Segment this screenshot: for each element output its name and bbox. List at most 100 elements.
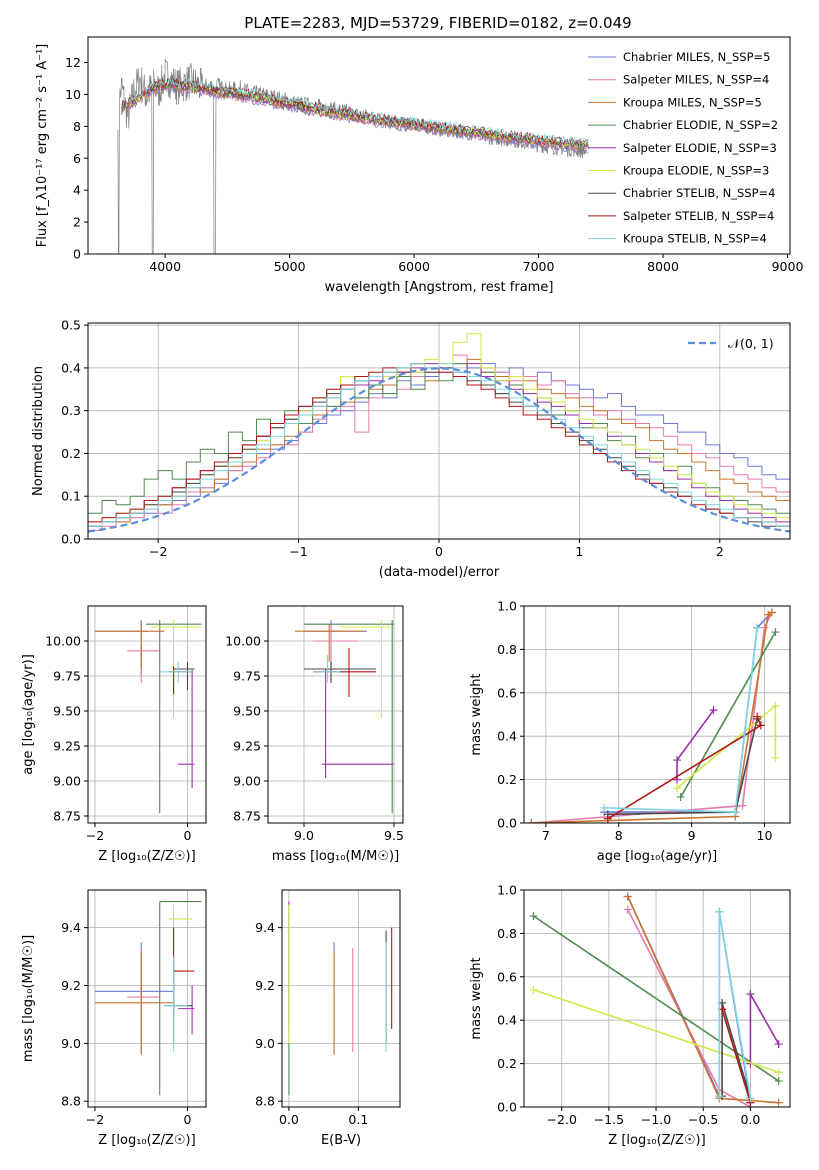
weight-marker <box>746 1094 755 1103</box>
y-tick-label: 0.2 <box>497 772 517 787</box>
y-axis-label: mass weight <box>469 957 484 1039</box>
y-tick-label: 9.2 <box>255 978 275 993</box>
plot-area <box>288 901 393 1096</box>
y-tick-label: 12 <box>65 55 81 70</box>
model-spectrum-line <box>121 78 589 145</box>
y-tick-label: 8.75 <box>53 809 81 824</box>
y-tick-label: 0.6 <box>497 685 517 700</box>
weight-vs-age-panel: 7 8 9 10 0.0 0.2 0.4 0.6 0.8 1.0 age [log₁₀(age/yr… <box>469 599 791 864</box>
y-tick-label: 0.6 <box>497 969 517 984</box>
histogram-step <box>88 363 790 527</box>
x-tick-label: −2 <box>86 1112 104 1127</box>
y-tick-label: 0.2 <box>497 1056 517 1071</box>
figure-title: PLATE=2283, MJD=53729, FIBERID=0182, z=0… <box>244 14 631 32</box>
y-tick-label: 0.1 <box>61 489 81 504</box>
y-tick-label: 9.50 <box>233 704 261 719</box>
y-tick-label: 1.0 <box>497 599 517 614</box>
weight-line <box>627 896 779 1104</box>
y-tick-label: 0.5 <box>61 318 81 333</box>
plot-area <box>117 59 589 254</box>
weight-marker <box>529 912 538 921</box>
legend-label: Salpeter STELIB, N_SSP=4 <box>623 209 774 223</box>
x-axis-label: E(B-V) <box>321 1133 361 1148</box>
y-axis-label: age [log₁₀(age/yr)] <box>21 654 36 775</box>
y-tick-label: 4 <box>73 183 81 198</box>
normal-curve <box>88 367 790 533</box>
legend-label: Salpeter ELODIE, N_SSP=3 <box>623 141 777 155</box>
y-tick-label: 9.0 <box>255 1036 275 1051</box>
y-tick-label: 0.4 <box>61 360 81 375</box>
x-tick-label: 0 <box>184 828 192 843</box>
x-axis-label: Z [log₁₀(Z/Z☉)] <box>98 849 195 864</box>
plot-area <box>94 620 202 814</box>
x-tick-label: −2 <box>149 544 167 559</box>
weight-marker <box>715 907 724 916</box>
y-axis-label: mass [log₁₀(M/M☉)] <box>21 935 36 1062</box>
x-tick-label: −1 <box>289 544 307 559</box>
y-tick-label: 0.3 <box>61 403 81 418</box>
x-axis-label: wavelength [Angstrom, rest frame] <box>325 280 554 295</box>
weight-marker <box>738 801 747 810</box>
x-axis-label: (data-model)/error <box>379 565 500 580</box>
weight-marker <box>673 756 682 765</box>
y-axis-label: Normed distribution <box>31 366 46 496</box>
weight-line <box>676 709 715 780</box>
y-tick-label: 0.8 <box>497 926 517 941</box>
legend: Chabrier MILES, N_SSP=5 Salpeter MILES, N… <box>588 50 778 246</box>
mass-vs-Z-panel: −2 0 8.8 9.0 9.2 9.4 Z [log₁₀(Z/Z☉)] mass [log₁… <box>21 889 207 1148</box>
weight-marker <box>731 808 740 817</box>
x-tick-label: 10 <box>757 828 773 843</box>
y-tick-label: 10 <box>65 87 81 102</box>
y-tick-label: 9.75 <box>233 669 261 684</box>
weight-line <box>531 611 773 823</box>
weight-line <box>607 718 758 816</box>
weight-line <box>627 909 751 1107</box>
x-axis-label: Z [log₁₀(Z/Z☉)] <box>608 1133 705 1148</box>
weight-marker <box>623 905 632 914</box>
weight-line <box>721 1009 752 1103</box>
plot-area <box>527 608 780 823</box>
legend-label: Kroupa MILES, N_SSP=5 <box>623 95 762 109</box>
axes-frame <box>281 889 401 1108</box>
x-tick-label: −0.5 <box>688 1112 718 1127</box>
y-tick-label: 0.2 <box>61 446 81 461</box>
legend-label: Chabrier MILES, N_SSP=5 <box>623 50 770 64</box>
y-tick-label: 0 <box>73 247 81 262</box>
y-tick-label: 1.0 <box>497 883 517 898</box>
weight-marker <box>774 1076 783 1085</box>
x-axis-label: age [log₁₀(age/yr)] <box>597 849 718 864</box>
x-tick-label: 4000 <box>149 259 181 274</box>
y-tick-label: 8.75 <box>233 809 261 824</box>
spectrum-panel: 4000 5000 6000 7000 8000 9000 0 2 4 6 8 10 12 wavelen… <box>35 36 804 295</box>
x-tick-label: 9 <box>688 828 696 843</box>
y-axis-label: Flux [f_λ10⁻¹⁷ erg cm⁻² s⁻¹ A⁻¹] <box>35 44 50 248</box>
x-tick-label: 1 <box>575 544 583 559</box>
residuals-panel: −2 −1 0 1 2 0.0 0.1 0.2 0.3 0.4 0.5 (data-model)/er… <box>31 318 791 580</box>
y-tick-label: 0.0 <box>61 532 81 547</box>
plot-area <box>94 901 202 1096</box>
y-tick-label: 0.0 <box>497 816 517 831</box>
axes-frame <box>523 889 791 1108</box>
legend-label: Kroupa ELODIE, N_SSP=3 <box>623 164 769 178</box>
y-tick-label: 10.00 <box>225 634 261 649</box>
legend-label: 𝒩(0, 1) <box>728 336 774 351</box>
weight-marker <box>603 814 612 823</box>
y-tick-label: 0.4 <box>497 1013 517 1028</box>
x-tick-label: 0.0 <box>279 1112 299 1127</box>
x-tick-label: 5000 <box>274 259 306 274</box>
x-tick-label: 2 <box>716 544 724 559</box>
age-vs-Z-panel: −2 0 8.75 9.00 9.25 9.50 9.75 10.00 Z [log₁₀(Z/Z… <box>21 605 207 864</box>
weight-line <box>718 911 752 1099</box>
weight-marker <box>771 701 780 710</box>
weight-marker <box>753 712 762 721</box>
y-tick-label: 0.0 <box>497 1100 517 1115</box>
x-tick-label: 9000 <box>772 259 804 274</box>
age-vs-mass-panel: 9.0 9.5 8.75 9.00 9.25 9.50 9.75 10.00 mass [log… <box>225 605 404 864</box>
y-axis-label: mass weight <box>469 673 484 755</box>
x-tick-label: 8 <box>615 828 623 843</box>
x-tick-label: 0.1 <box>348 1112 368 1127</box>
legend-label: Kroupa STELIB, N_SSP=4 <box>623 232 767 246</box>
x-tick-label: 0 <box>435 544 443 559</box>
y-tick-label: 10.00 <box>45 634 81 649</box>
